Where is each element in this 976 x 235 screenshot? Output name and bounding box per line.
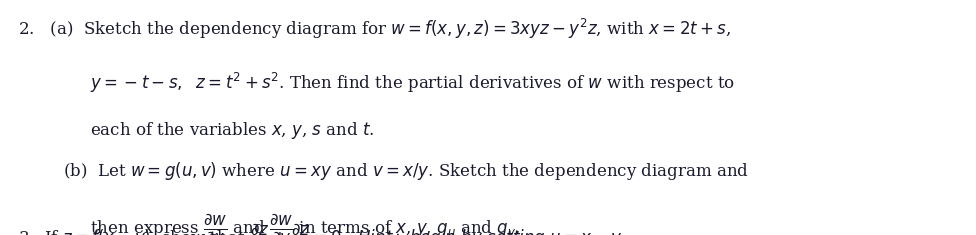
Text: (b)  Let $w = g(u, v)$ where $u = xy$ and $v = x/y$. Sketch the dependency diagr: (b) Let $w = g(u, v)$ where $u = xy$ and… [63,160,750,182]
Text: each of the variables $x$, $y$, $s$ and $t$.: each of the variables $x$, $y$, $s$ and … [90,120,375,141]
Text: then express $\dfrac{\partial w}{\partial x}$ and $\dfrac{\partial w}{\partial y: then express $\dfrac{\partial w}{\partia… [90,212,520,235]
Text: 3.  If $z = f(x - y)$, show that $\dfrac{\partial z}{\partial x} + \dfrac{\parti: 3. If $z = f(x - y)$, show that $\dfrac{… [18,222,626,235]
Text: $y = -t - s,\ \ z = t^2 + s^2$. Then find the partial derivatives of $w$ with re: $y = -t - s,\ \ z = t^2 + s^2$. Then fin… [90,70,735,95]
Text: 2.   (a)  Sketch the dependency diagram for $w = f(x, y, z) = 3xyz - y^2z$, with: 2. (a) Sketch the dependency diagram for… [18,16,730,41]
